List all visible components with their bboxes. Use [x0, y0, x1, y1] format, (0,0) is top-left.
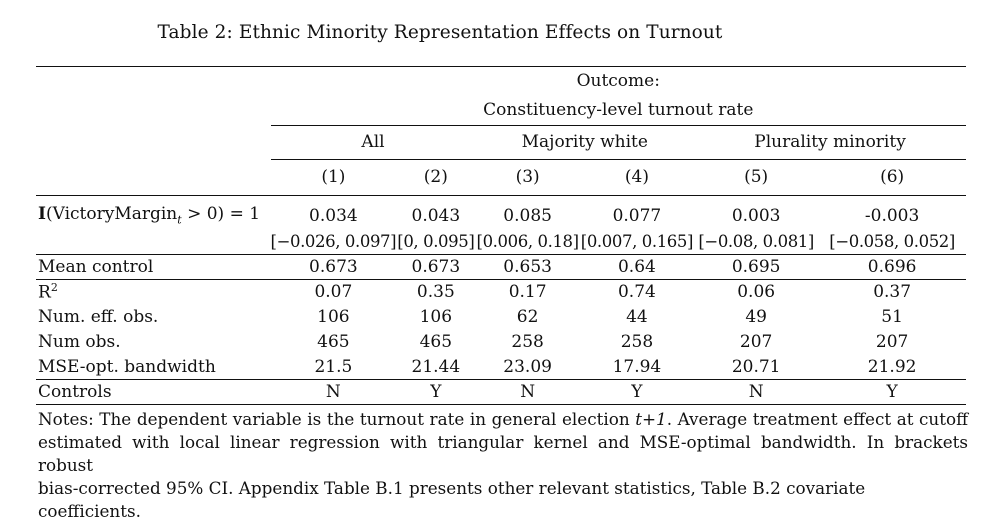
- table-cell: 465: [419, 331, 453, 352]
- table-cell: 0.07: [270, 279, 397, 304]
- table-cell: 0.74: [579, 279, 695, 304]
- estimate-cell: 0.077: [579, 195, 695, 229]
- table-row: Num obs. 465 465 258 258 207 207: [36, 329, 966, 354]
- outcome-label: Outcome:: [270, 66, 966, 95]
- treatment-estimate-row: I(VictoryMargint > 0) = 1 0.034 0.043 0.…: [36, 195, 966, 229]
- table-cell: 17.94: [612, 356, 662, 377]
- row-label: Num obs.: [38, 331, 121, 352]
- estimate-cell: -0.003: [818, 195, 966, 229]
- table-row: MSE-opt. bandwidth 21.5 21.44 23.09 17.9…: [36, 354, 966, 380]
- table-cell: N: [475, 379, 580, 405]
- table-cell: 51: [881, 306, 903, 327]
- table-cell: 0.696: [818, 254, 966, 280]
- table-cell: 258: [511, 331, 544, 352]
- ci-cell: [0.007, 0.165]: [580, 232, 694, 251]
- confidence-interval-row: [−0.026, 0.097] [0, 0.095] [0.006, 0.18]…: [36, 229, 966, 255]
- group-all: All: [270, 124, 476, 159]
- table-cell: Y: [818, 379, 966, 405]
- row-label: Num. eff. obs.: [38, 306, 159, 327]
- table-cell: 20.71: [731, 356, 781, 377]
- ci-cell: [−0.08, 0.081]: [698, 232, 814, 251]
- table-caption: Table 2: Ethnic Minority Representation …: [157, 22, 723, 43]
- estimate-cell: 0.085: [475, 195, 580, 229]
- estimate-cell: 0.034: [270, 195, 397, 229]
- table-cell: 0.64: [579, 254, 695, 280]
- table-cell: Y: [579, 379, 695, 405]
- table-notes: Notes: The dependent variable is the tur…: [38, 409, 968, 521]
- column-header: (2): [396, 158, 476, 196]
- column-header: (4): [579, 158, 695, 196]
- table-row: Mean control 0.673 0.673 0.653 0.64 0.69…: [36, 254, 966, 280]
- notes-last-line: bias-corrected 95% CI. Appendix Table B.…: [38, 478, 866, 521]
- table-cell: 0.06: [694, 279, 819, 304]
- row-label: Controls: [36, 379, 271, 405]
- results-table: Outcome: Constituency-level turnout rate…: [36, 66, 966, 405]
- row-label: Mean control: [36, 254, 271, 280]
- ci-cell: [−0.058, 0.052]: [829, 232, 955, 251]
- table-cell: 258: [620, 331, 654, 352]
- table-cell: 0.35: [396, 279, 476, 304]
- table-cell: 0.17: [475, 279, 580, 304]
- estimate-cell: 0.043: [396, 195, 476, 229]
- ci-cell: [0.006, 0.18]: [476, 232, 580, 251]
- table-cell: 23.09: [503, 356, 552, 377]
- table-cell: 21.44: [411, 356, 461, 377]
- table-cell: 106: [317, 306, 350, 327]
- table-cell: N: [270, 379, 397, 405]
- outcome-row-1: Outcome:: [36, 66, 966, 95]
- ci-cell: [−0.026, 0.097]: [270, 232, 397, 251]
- table-cell: Y: [396, 379, 476, 405]
- group-plurality-minority: Plurality minority: [694, 124, 966, 159]
- table-row: Controls N Y N Y N Y: [36, 379, 966, 405]
- table-cell: 106: [419, 306, 453, 327]
- group-majority-white: Majority white: [475, 124, 695, 159]
- table-cell: 21.92: [867, 356, 917, 377]
- table-cell: 0.695: [694, 254, 819, 280]
- estimate-cell: 0.003: [694, 195, 819, 229]
- column-number-row: (1) (2) (3) (4) (5) (6): [36, 158, 966, 196]
- table-cell: 207: [875, 331, 909, 352]
- row-label: R2: [36, 279, 271, 304]
- table-cell: 62: [516, 306, 539, 327]
- table-cell: 49: [745, 306, 767, 327]
- table-cell: 21.5: [314, 356, 353, 377]
- column-header: (1): [270, 158, 397, 196]
- column-header: (5): [694, 158, 819, 196]
- table-cell: 0.653: [475, 254, 580, 280]
- table-row: R2 0.07 0.35 0.17 0.74 0.06 0.37: [36, 279, 966, 304]
- row-label: MSE-opt. bandwidth: [38, 356, 216, 377]
- outcome-variable: Constituency-level turnout rate: [483, 99, 754, 120]
- treatment-label: I(VictoryMargint > 0) = 1: [36, 195, 271, 229]
- table-cell: 0.673: [396, 254, 476, 280]
- table-cell: 0.673: [270, 254, 397, 280]
- table-cell: 0.37: [818, 279, 966, 304]
- table-cell: N: [694, 379, 819, 405]
- outcome-row-2: Constituency-level turnout rate: [36, 95, 966, 125]
- table-cell: 44: [626, 306, 648, 327]
- table-cell: 465: [317, 331, 350, 352]
- column-header: (3): [475, 158, 580, 196]
- table-cell: 207: [739, 331, 773, 352]
- group-header-row: All Majority white Plurality minority: [36, 124, 966, 159]
- table-row: Num. eff. obs. 106 106 62 44 49 51: [36, 304, 966, 329]
- ci-cell: [0, 0.095]: [397, 232, 475, 251]
- column-header: (6): [818, 158, 966, 196]
